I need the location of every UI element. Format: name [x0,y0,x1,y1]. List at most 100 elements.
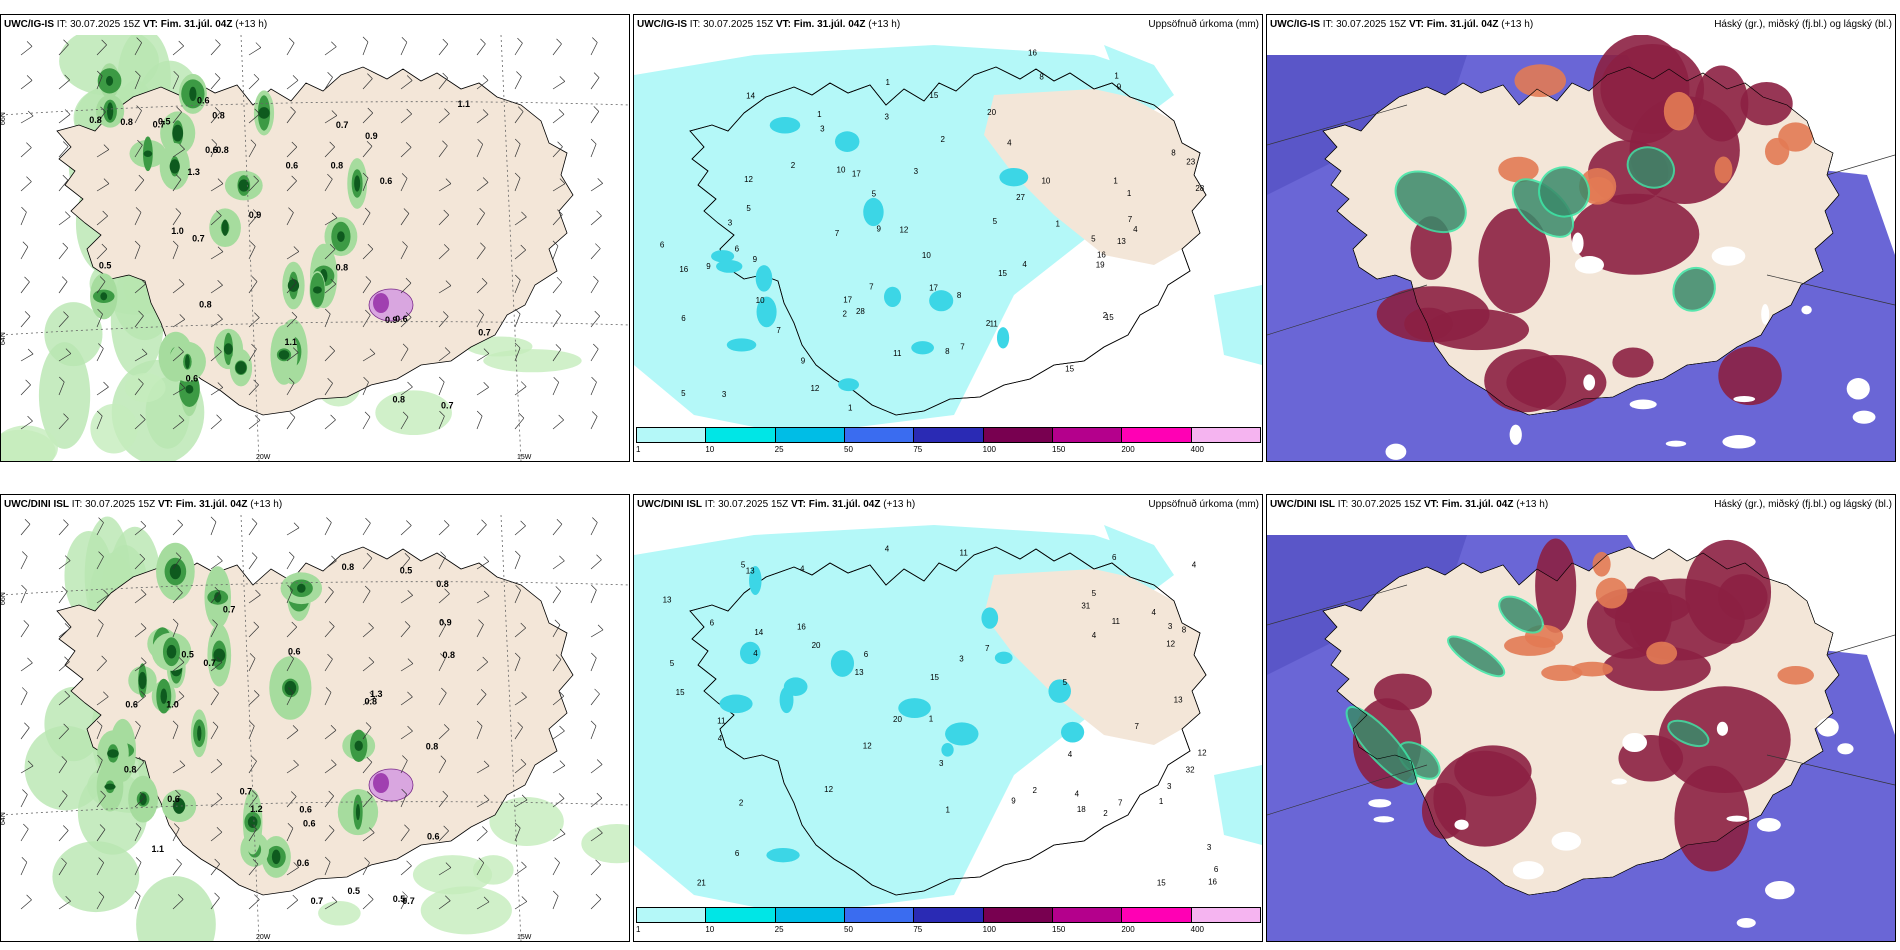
model-name: UWC/DINI ISL [637,499,702,510]
precip-value-label: 6 [1214,865,1219,874]
wind-value-label: 0.8 [120,117,133,127]
wind-value-label: 0.6 [288,647,301,657]
wind-value-label: 0.7 [402,896,415,906]
precip-value-label: 3 [1167,782,1172,791]
wind-value-label: 0.8 [124,764,137,774]
precip-value-label: 2 [1103,809,1108,818]
precip-value-label: 11 [717,717,726,726]
precip-value-label: 7 [985,644,990,653]
wind-value-label: 0.8 [426,741,439,751]
wind-map-graphic: 0.80.70.60.80.50.50.70.80.60.70.61.00.90… [1,514,629,941]
precip-value-label: 20 [893,715,902,724]
panel-precip-dini: UWC/DINI ISL IT: 30.07.2025 15Z VT: Fim.… [633,494,1263,942]
precip-value-label: 6 [710,618,715,627]
wind-value-label: 0.8 [336,262,349,272]
cloud-map [1267,34,1895,461]
precip-value-label: 23 [1186,158,1195,167]
precip-value-label: 12 [1166,639,1175,648]
lon-20-label: 20W [256,934,271,941]
precip-value-label: 12 [824,785,833,794]
precip-value-label: 5 [741,560,746,569]
wind-value-label: 1.1 [152,844,165,854]
panel-cloud-ig-is: UWC/IG-IS IT: 30.07.2025 15Z VT: Fim. 31… [1266,14,1896,462]
precip-value-label: 1 [946,806,951,815]
colorbar-tick-label: 200 [1121,445,1135,454]
precip-map-graphic: 2412771715985416231511965158171117123178… [634,35,1262,461]
precip-value-label: 5 [993,217,998,226]
wind-value-label: 0.6 [205,145,218,155]
wind-value-label: 1.2 [250,804,263,814]
lead-time: (+13 h) [865,19,901,30]
colorbar-swatch [844,427,915,443]
precip-value-label: 5 [1063,678,1068,687]
precip-value-label: 11 [1112,617,1121,626]
colorbar-tick-label: 25 [774,925,784,934]
colorbar-swatch [636,907,707,923]
precip-colorbar: 1 10 25 50 75 100 150 200 400 [636,427,1261,459]
wind-value-label: 0.7 [223,605,236,615]
precip-value-label: 7 [835,229,840,238]
precip-value-label: 5 [670,659,675,668]
panel-precip-ig-is: UWC/IG-IS IT: 30.07.2025 15Z VT: Fim. 31… [633,14,1263,462]
wind-value-label: 0.7 [240,787,253,797]
wind-value-label: 1.0 [166,699,179,709]
precip-value-label: 10 [756,296,765,305]
wind-value-label: 0.6 [380,176,393,186]
precip-value-label: 15 [1065,364,1074,373]
model-name: UWC/IG-IS [1270,19,1320,30]
precip-value-label: 8 [957,291,962,300]
precip-value-label: 4 [1007,138,1012,147]
precip-value-label: 4 [885,545,890,554]
precip-value-label: 9 [1011,796,1016,805]
lat-64-label: 64N [1,332,7,345]
precip-value-label: 9 [801,356,806,365]
init-time: IT: 30.07.2025 15Z [702,499,791,510]
precip-value-label: 4 [753,649,758,658]
precip-value-label: 13 [1174,696,1183,705]
precip-value-label: 6 [735,849,740,858]
precip-map-graphic: 2353464715161114311318111364511151220712… [634,515,1262,941]
colorbar-tick-label: 150 [1052,445,1066,454]
colorbar-swatch [705,427,776,443]
wind-value-label: 0.9 [365,131,378,141]
precip-value-label: 15 [998,269,1007,278]
precip-value-label: 6 [1112,553,1117,562]
precip-value-label: 1 [817,110,822,119]
wind-value-label: 0.7 [336,120,349,130]
precip-value-label: 1 [1056,220,1061,229]
precip-value-label: 2 [791,161,796,170]
wind-value-label: 0.8 [443,650,456,660]
wind-value-label: 0.6 [395,314,408,324]
precip-value-label: 6 [864,650,869,659]
precip-value-label: 3 [885,112,890,121]
precip-value-label: 1 [1127,189,1132,198]
colorbar-swatch [774,907,845,923]
wind-value-label: 0.9 [439,617,452,627]
precip-value-label: 5 [746,204,751,213]
lead-time: (+13 h) [1498,19,1534,30]
precip-value-label: 2 [1033,786,1038,795]
wind-value-label: 0.8 [436,579,449,589]
init-time: IT: 30.07.2025 15Z [54,19,143,30]
colorbar-tick-label: 200 [1121,925,1135,934]
precip-value-label: 20 [812,641,821,650]
valid-time: VT: Fim. 31.júl. 04Z [157,499,248,510]
colorbar-swatch [913,427,984,443]
wind-value-label: 0.5 [158,117,171,127]
precip-value-label: 2 [1103,311,1108,320]
colorbar-tick-label: 75 [913,925,923,934]
wind-value-label: 0.5 [400,566,413,576]
wind-value-label: 0.9 [249,210,262,220]
precip-value-label: 13 [746,566,755,575]
precip-value-label: 12 [899,225,908,234]
precip-value-label: 19 [1096,261,1105,270]
precip-value-label: 10 [922,251,931,260]
wind-value-label: 0.7 [311,896,324,906]
precip-value-label: 7 [869,283,874,292]
lon-15-label: 15W [517,454,532,461]
precip-value-label: 2 [986,319,991,328]
wind-value-label: 0.7 [203,658,216,668]
colorbar-swatch [1190,427,1261,443]
precip-value-label: 7 [1118,799,1123,808]
colorbar-swatch [774,427,845,443]
